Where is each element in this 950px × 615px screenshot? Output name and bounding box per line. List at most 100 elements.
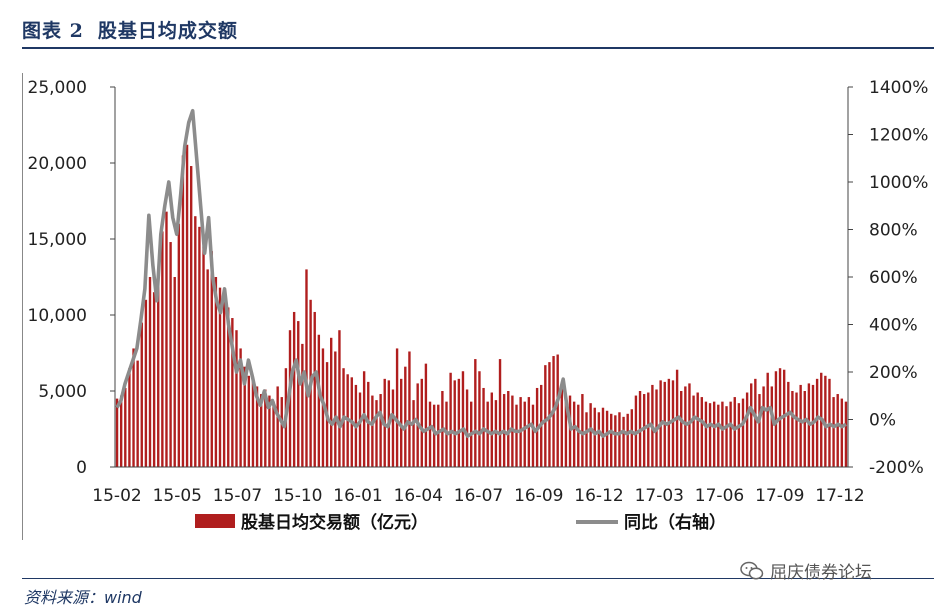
left-tick-label: 0 (76, 458, 87, 478)
bar (824, 375, 827, 467)
bar (581, 394, 584, 467)
bar (210, 251, 213, 467)
bar (531, 404, 535, 467)
bar (647, 392, 650, 467)
source-note: 资料来源：wind (24, 588, 142, 607)
bar (227, 307, 230, 467)
bar (124, 387, 127, 467)
bar (490, 392, 493, 467)
bar (330, 337, 333, 467)
bar (218, 287, 222, 467)
left-axis-ticks: 0 5,000 10,000 15,000 20,000 25,000 (28, 78, 115, 478)
bar (696, 392, 699, 467)
bar (507, 391, 510, 467)
bar (194, 216, 197, 467)
bar (836, 394, 839, 467)
bar (428, 401, 432, 467)
bar (449, 372, 452, 467)
bar (157, 269, 160, 467)
bar (832, 397, 835, 467)
bar (844, 401, 848, 467)
bar (432, 404, 436, 467)
right-tick-label: 0% (869, 411, 896, 431)
x-tick-label: 16-04 (394, 486, 443, 506)
bar (404, 366, 407, 467)
chart: 0 5,000 10,000 15,000 20,000 25,000 -200% 0% 20… (28, 78, 929, 533)
x-tick-label: 17-09 (755, 486, 804, 506)
bar (729, 401, 732, 467)
bar (770, 386, 774, 467)
bar (527, 397, 531, 467)
bar (684, 386, 687, 467)
bar (700, 397, 704, 467)
bar (358, 392, 362, 467)
bar (762, 386, 765, 467)
bar (671, 380, 675, 467)
bar (206, 269, 209, 467)
bar (235, 330, 238, 467)
bar (379, 394, 382, 467)
bar (791, 391, 794, 467)
bar (251, 378, 255, 467)
bar (453, 380, 456, 467)
right-tick-label: 800% (869, 221, 918, 241)
x-tick-label: 15-05 (153, 486, 202, 506)
bar (202, 246, 205, 467)
bar (371, 395, 374, 467)
bar (725, 406, 728, 467)
watermark: 屈庆债券论坛 (740, 558, 872, 583)
bar (255, 386, 259, 467)
bar (614, 415, 617, 467)
bar (301, 343, 304, 467)
bar (362, 371, 366, 467)
bar (165, 211, 168, 467)
bar (568, 395, 572, 467)
header-rule (22, 47, 934, 49)
bar (811, 384, 815, 467)
bar (136, 360, 139, 467)
bar (189, 166, 193, 468)
bar (313, 311, 316, 467)
bar (630, 409, 633, 467)
bar (247, 375, 251, 467)
bar (214, 277, 218, 467)
bar (177, 223, 181, 467)
right-tick-label: 1400% (869, 78, 928, 98)
x-tick-label: 16-12 (574, 486, 623, 506)
x-axis-ticks: 15-02 15-05 15-07 15-10 16-01 16-04 16-07 16-09… (92, 486, 864, 506)
bar (733, 397, 736, 467)
bar (412, 400, 415, 467)
wechat-icon (740, 561, 764, 579)
bar (688, 383, 691, 467)
bar (264, 389, 267, 467)
bar (593, 407, 596, 467)
bar (305, 269, 308, 467)
figure-number: 图表 2 (22, 20, 84, 42)
bar (680, 391, 683, 467)
bar (478, 371, 481, 467)
bar (795, 392, 798, 467)
right-tick-label: 600% (869, 268, 918, 288)
bar (367, 381, 370, 467)
bar (424, 363, 428, 467)
legend: 股基日均交易额（亿元） 同比（右轴） (195, 512, 726, 533)
bar (750, 383, 753, 467)
bar (622, 416, 625, 467)
bar (597, 412, 601, 467)
bar (610, 413, 613, 467)
bar (152, 292, 156, 467)
bar (276, 386, 279, 467)
bar (572, 401, 576, 467)
bar (787, 381, 790, 467)
x-tick-label: 16-09 (514, 486, 563, 506)
bar (589, 403, 592, 467)
bar (803, 391, 806, 467)
legend-label-line: 同比（右轴） (624, 512, 726, 533)
left-tick-label: 5,000 (38, 382, 87, 402)
figure-title-text: 股基日均成交额 (97, 20, 238, 42)
bar (334, 351, 337, 467)
bar (577, 404, 580, 467)
bar (799, 384, 802, 467)
bar (465, 389, 469, 467)
bar (338, 330, 341, 467)
